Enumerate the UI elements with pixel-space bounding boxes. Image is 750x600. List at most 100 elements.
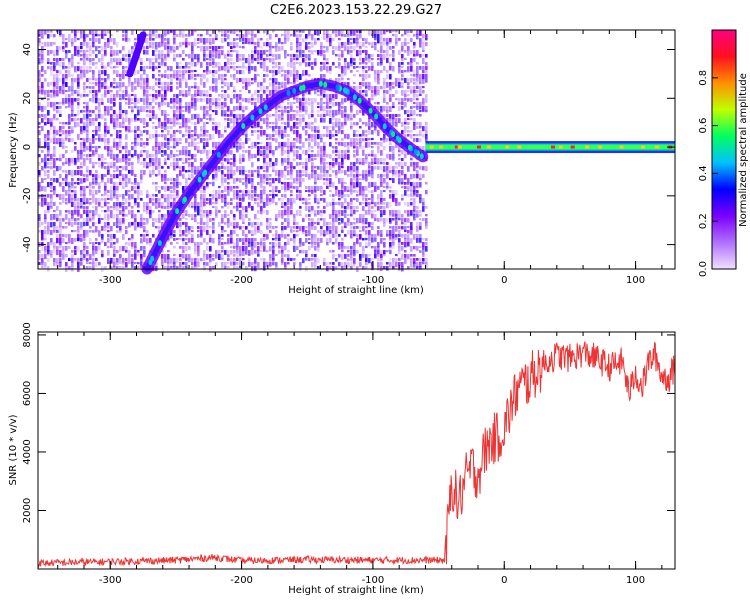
noise-cell [407,86,410,89]
noise-cell [335,158,338,164]
noise-cell [167,202,170,208]
noise-cell [281,46,284,51]
noise-cell [308,218,311,221]
noise-cell [257,90,260,93]
noise-cell [311,170,314,175]
noise-cell [401,42,404,48]
noise-cell [410,62,413,68]
noise-cell [212,174,215,180]
noise-cell [347,66,350,70]
noise-cell [323,170,326,174]
noise-cell [284,262,287,267]
noise-cell [179,266,182,269]
noise-cell [389,230,392,236]
noise-cell [74,146,77,151]
noise-cell [185,110,188,113]
noise-cell [419,250,422,253]
noise-cell [308,258,311,262]
noise-cell [278,102,281,107]
noise-cell [119,246,122,252]
noise-cell [260,38,263,41]
noise-cell [98,246,101,251]
noise-cell [281,82,284,87]
noise-cell [221,38,224,43]
noise-cell [179,246,182,249]
noise-cell [323,90,326,94]
noise-cell [404,254,407,258]
noise-cell [209,86,212,91]
noise-cell [236,106,239,111]
noise-cell [92,262,95,267]
noise-cell [167,118,170,124]
noise-cell [92,174,95,178]
noise-cell [374,246,377,252]
noise-cell [368,138,371,141]
noise-cell [230,150,233,155]
noise-cell [131,118,134,123]
noise-cell [182,70,185,75]
noise-cell [134,94,137,100]
noise-cell [371,266,374,271]
noise-cell [326,202,329,207]
noise-cell [386,250,389,253]
noise-cell [245,34,248,38]
noise-cell [413,234,416,240]
noise-cell [119,50,122,54]
noise-cell [302,106,305,112]
noise-cell [68,98,71,104]
noise-cell [302,250,305,254]
noise-cell [299,114,302,118]
noise-cell [50,194,53,199]
noise-cell [260,242,263,246]
noise-cell [305,250,308,255]
noise-cell [74,222,77,225]
noise-cell [392,106,395,109]
noise-cell [191,54,194,58]
noise-cell [143,146,146,149]
noise-cell [185,262,188,268]
noise-cell [368,58,371,63]
noise-cell [110,98,113,104]
noise-cell [236,178,239,182]
noise-cell [281,258,284,263]
noise-cell [185,122,188,128]
noise-cell [179,170,182,176]
noise-cell [221,182,224,187]
noise-cell [308,194,311,197]
noise-cell [38,114,41,119]
noise-cell [56,86,59,90]
noise-cell [152,162,155,166]
noise-cell [269,162,272,168]
noise-cell [392,154,395,160]
noise-cell [323,262,326,266]
noise-cell [62,62,65,68]
noise-cell [71,186,74,189]
noise-cell [290,166,293,172]
noise-cell [236,70,239,74]
noise-cell [194,122,197,126]
noise-cell [74,90,77,94]
noise-cell [137,134,140,138]
noise-cell [407,66,410,72]
noise-cell [377,70,380,75]
noise-cell [110,154,113,160]
noise-cell [281,198,284,202]
noise-cell [374,218,377,222]
noise-cell [308,158,311,162]
noise-cell [347,30,350,36]
noise-cell [143,226,146,232]
noise-cell [50,202,53,207]
noise-cell [278,134,281,138]
noise-cell [185,146,188,151]
noise-cell [299,102,302,107]
noise-cell [191,206,194,209]
noise-cell [242,178,245,181]
noise-cell [167,250,170,253]
noise-cell [242,226,245,229]
noise-cell [290,46,293,51]
noise-cell [233,46,236,49]
noise-cell [251,50,254,54]
noise-cell [230,66,233,69]
noise-cell [86,158,89,161]
noise-cell [338,106,341,111]
